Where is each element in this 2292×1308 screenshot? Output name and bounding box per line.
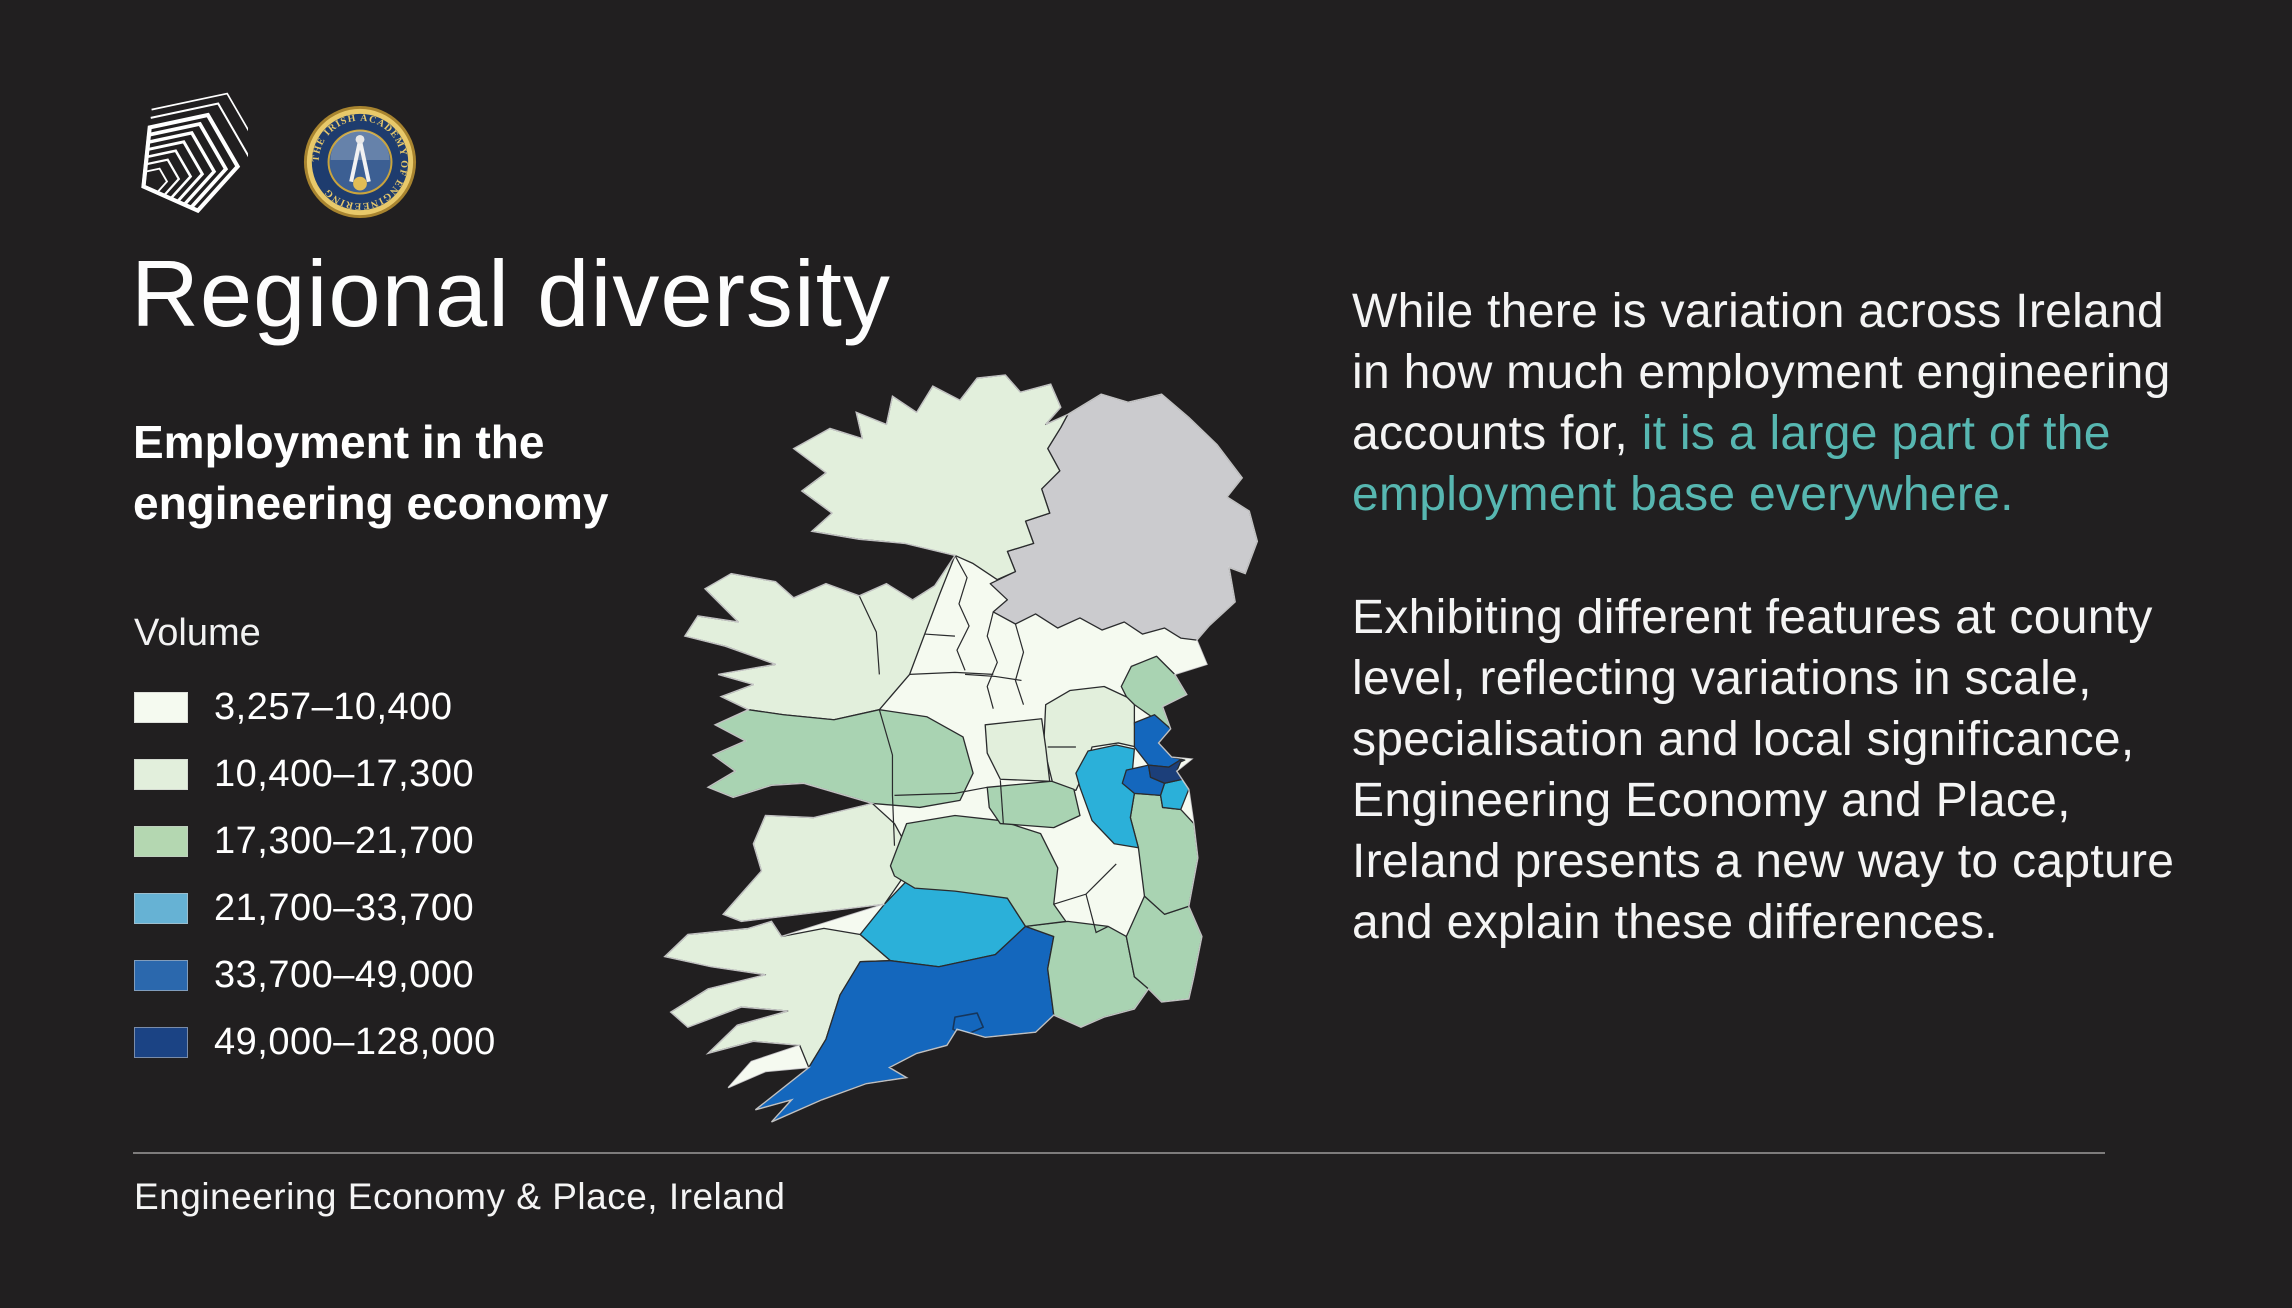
pentagon-ring xyxy=(141,112,241,214)
p1-highlight: it is a large part of the employment bas… xyxy=(1352,406,2111,521)
page-title: Regional diversity xyxy=(131,241,891,346)
legend-item: 21,700–33,700 xyxy=(134,887,496,929)
county-offaly xyxy=(986,780,1081,829)
legend-range-label: 49,000–128,000 xyxy=(214,1021,496,1063)
legend: 3,257–10,400 10,400–17,300 17,300–21,700 21… xyxy=(134,686,496,1063)
legend-range-label: 10,400–17,300 xyxy=(214,753,475,795)
county-boundary-line xyxy=(986,611,998,709)
county-boundary-line xyxy=(999,780,1004,824)
county-boundary-line xyxy=(1014,623,1025,705)
legend-swatch xyxy=(134,893,188,924)
legend-item: 33,700–49,000 xyxy=(134,954,496,996)
county-kildare xyxy=(1075,744,1140,849)
county-boundary-line xyxy=(909,671,994,676)
county-boundary-line xyxy=(894,786,988,796)
ireland-choropleth-map xyxy=(652,372,1268,1128)
legend-swatch xyxy=(134,1027,188,1058)
map-svg xyxy=(663,374,1259,1123)
coastline xyxy=(663,374,1259,1123)
legend-swatch xyxy=(134,692,188,723)
footer-divider xyxy=(133,1152,2105,1154)
legend-item: 10,400–17,300 xyxy=(134,753,496,795)
county-boundary-line xyxy=(924,633,956,637)
county-tipperary xyxy=(889,814,1067,928)
county-clare xyxy=(722,802,908,923)
legend-range-label: 21,700–33,700 xyxy=(214,887,475,929)
legend-title: Volume xyxy=(134,612,261,654)
paragraph-2: Exhibiting different features at county … xyxy=(1352,590,2175,949)
legend-swatch xyxy=(134,960,188,991)
legend-range-label: 17,300–21,700 xyxy=(214,820,475,862)
pentagon-outer-stripe xyxy=(150,102,248,158)
pentagon-spiral-logo-icon xyxy=(141,92,248,214)
compass-dividers-icon xyxy=(349,134,371,191)
legend-range-label: 3,257–10,400 xyxy=(214,686,453,728)
legend-item: 3,257–10,400 xyxy=(134,686,496,728)
legend-swatch xyxy=(134,759,188,790)
badge-inner-disc xyxy=(329,131,391,193)
county-boundary-line xyxy=(964,673,1022,682)
legend-range-label: 33,700–49,000 xyxy=(214,954,475,996)
legend-item: 17,300–21,700 xyxy=(134,820,496,862)
county-boundary-line xyxy=(858,595,880,675)
p1-plain: While there is variation across Ireland … xyxy=(1352,285,2171,460)
body-text: While there is variation across Ireland … xyxy=(1352,282,2182,954)
county-boundary-line xyxy=(954,555,970,671)
paragraph-1: While there is variation across Ireland … xyxy=(1352,282,2182,526)
county-boundary-line xyxy=(878,709,896,846)
map-subtitle: Employment in the engineering economy xyxy=(133,416,609,530)
legend-item: 49,000–128,000 xyxy=(134,1021,496,1063)
legend-swatch xyxy=(134,826,188,857)
footer-source-text: Engineering Economy & Place, Ireland xyxy=(134,1176,786,1217)
county-boundary-line xyxy=(1085,893,1109,934)
irish-academy-of-engineering-badge-icon: THE IRISH ACADEMY OF ENGINEERING xyxy=(303,105,417,219)
pentagon-outer-stripe xyxy=(151,92,248,132)
